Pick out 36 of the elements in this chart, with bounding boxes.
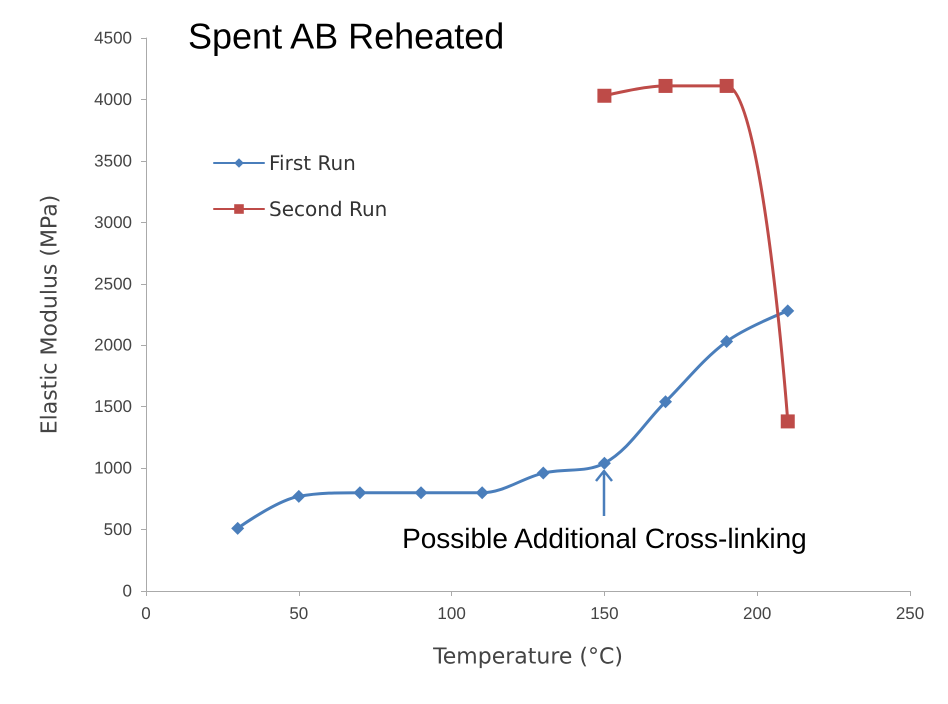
legend-label: First Run bbox=[269, 151, 356, 175]
y-tick-label: 2000 bbox=[94, 336, 132, 355]
y-tick-label: 3500 bbox=[94, 151, 132, 170]
point bbox=[476, 486, 489, 500]
x-tick-label: 200 bbox=[743, 604, 772, 623]
legend-label: Second Run bbox=[269, 197, 388, 221]
x-tick-label: 100 bbox=[437, 604, 466, 623]
y-tick-label: 3000 bbox=[94, 212, 132, 232]
point bbox=[597, 88, 612, 103]
point bbox=[414, 486, 428, 500]
point bbox=[598, 456, 611, 470]
y-tick-label: 500 bbox=[104, 520, 132, 540]
point bbox=[292, 490, 306, 503]
point bbox=[720, 78, 734, 93]
chart-title: Spent AB Reheated bbox=[188, 16, 504, 56]
point bbox=[658, 78, 673, 93]
point bbox=[720, 335, 734, 348]
x-axis-title: Temperature (°C) bbox=[432, 644, 623, 670]
x-tick-label: 150 bbox=[590, 604, 619, 623]
point bbox=[781, 304, 794, 318]
point bbox=[536, 466, 550, 480]
y-tick-label: 1000 bbox=[94, 458, 132, 478]
x-tick-label: 250 bbox=[896, 604, 924, 623]
y-tick-label: 0 bbox=[122, 582, 132, 600]
y-tick-label: 2500 bbox=[94, 274, 132, 294]
point bbox=[780, 414, 795, 428]
y-axis-title: Elastic Modulus (MPa) bbox=[38, 194, 62, 434]
point bbox=[659, 395, 672, 408]
y-tick-label: 4500 bbox=[94, 28, 132, 48]
point bbox=[353, 486, 366, 500]
y-tick-label: 1500 bbox=[94, 397, 132, 416]
annotation: Possible Additional Cross-linking bbox=[401, 523, 808, 556]
y-tick-label: 4000 bbox=[94, 90, 132, 109]
x-tick-label: 50 bbox=[289, 604, 308, 623]
x-tick-label: 0 bbox=[141, 604, 151, 623]
point bbox=[231, 522, 244, 535]
